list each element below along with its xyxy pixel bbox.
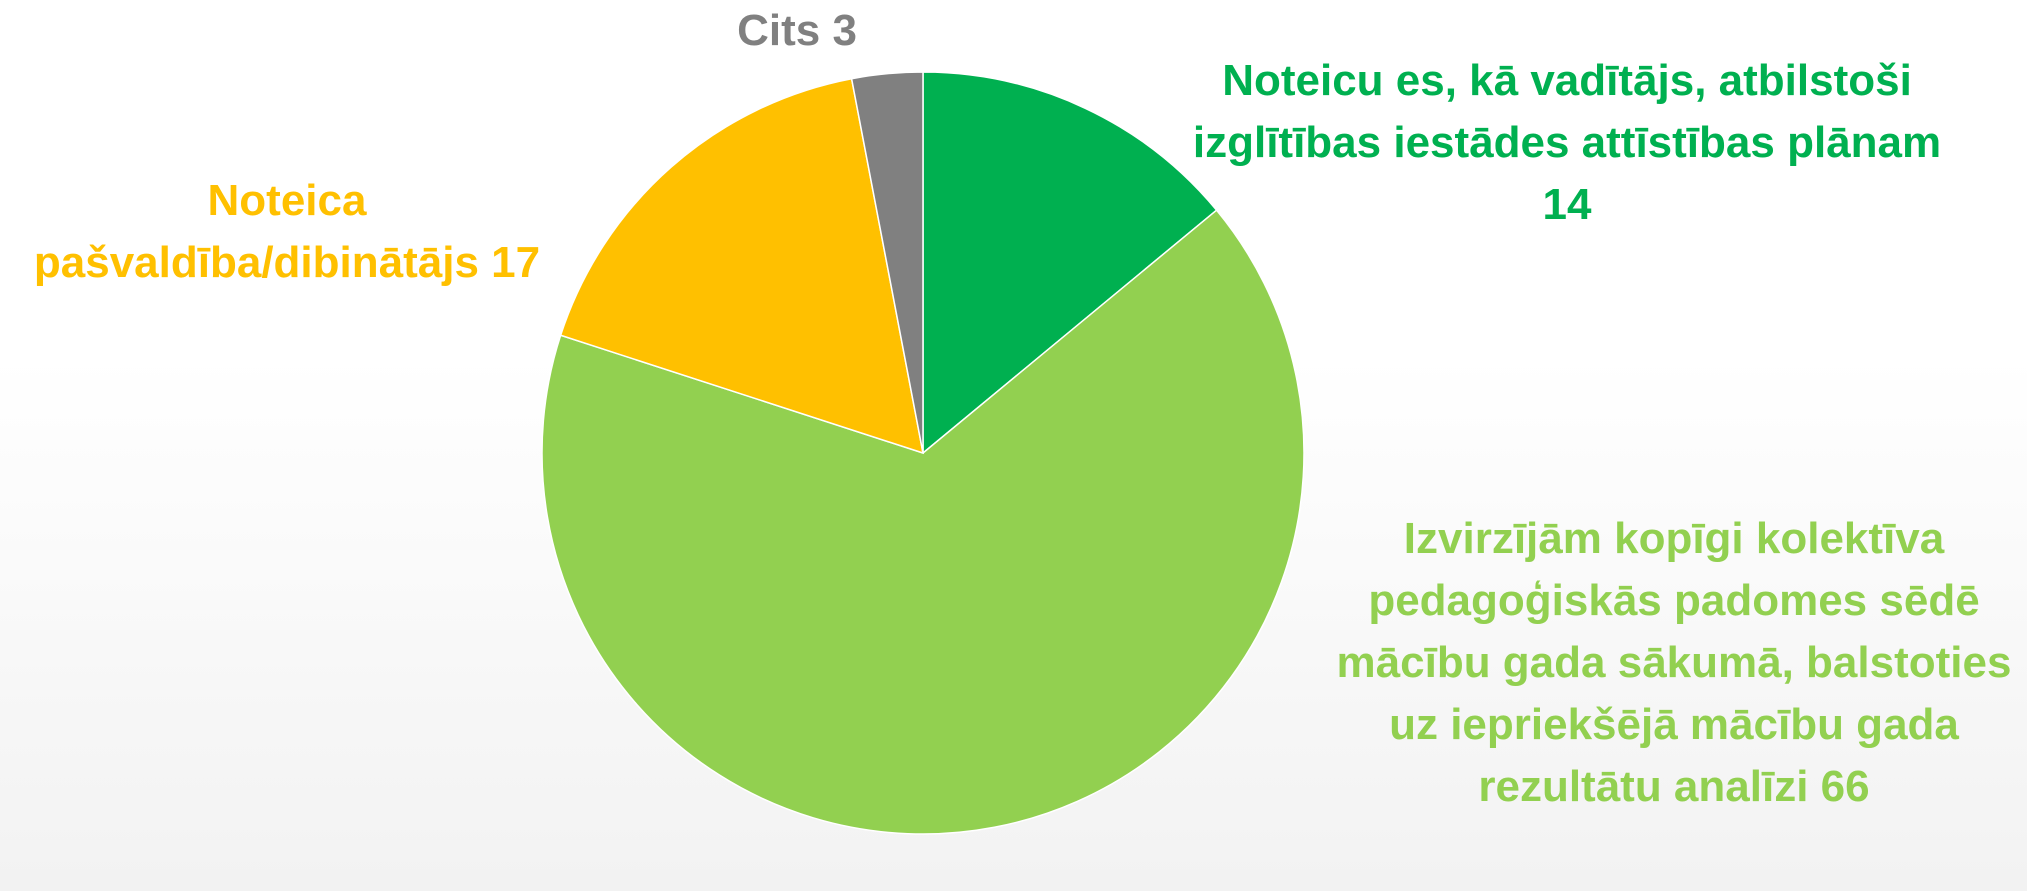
category-name: Cits (737, 6, 821, 55)
category-name: Noteicu es, kā vadītājs, atbilstoši izgl… (1192, 56, 1942, 167)
value-label: 17 (491, 238, 541, 287)
value-label: 14 (1542, 180, 1592, 229)
value-label: 3 (832, 6, 857, 55)
category-name: Izvirzījām kopīgi kolektīva pedagoģiskās… (1336, 514, 2012, 811)
pie-slice (922, 71, 1218, 455)
pie-slice (850, 71, 924, 454)
pie-slice (559, 77, 924, 455)
category-name: Noteica pašvaldība/dibinātājs (33, 176, 479, 287)
slice-label: Noteicu es, kā vadītājs, atbilstoši izgl… (1167, 50, 1967, 236)
slice-label: Noteica pašvaldība/dibinātājs 17 (7, 170, 567, 294)
pie-slice (541, 209, 1305, 835)
slice-label: Cits 3 (697, 0, 897, 62)
value-label: 66 (1820, 762, 1870, 811)
slice-label: Izvirzījām kopīgi kolektīva pedagoģiskās… (1334, 508, 2014, 818)
